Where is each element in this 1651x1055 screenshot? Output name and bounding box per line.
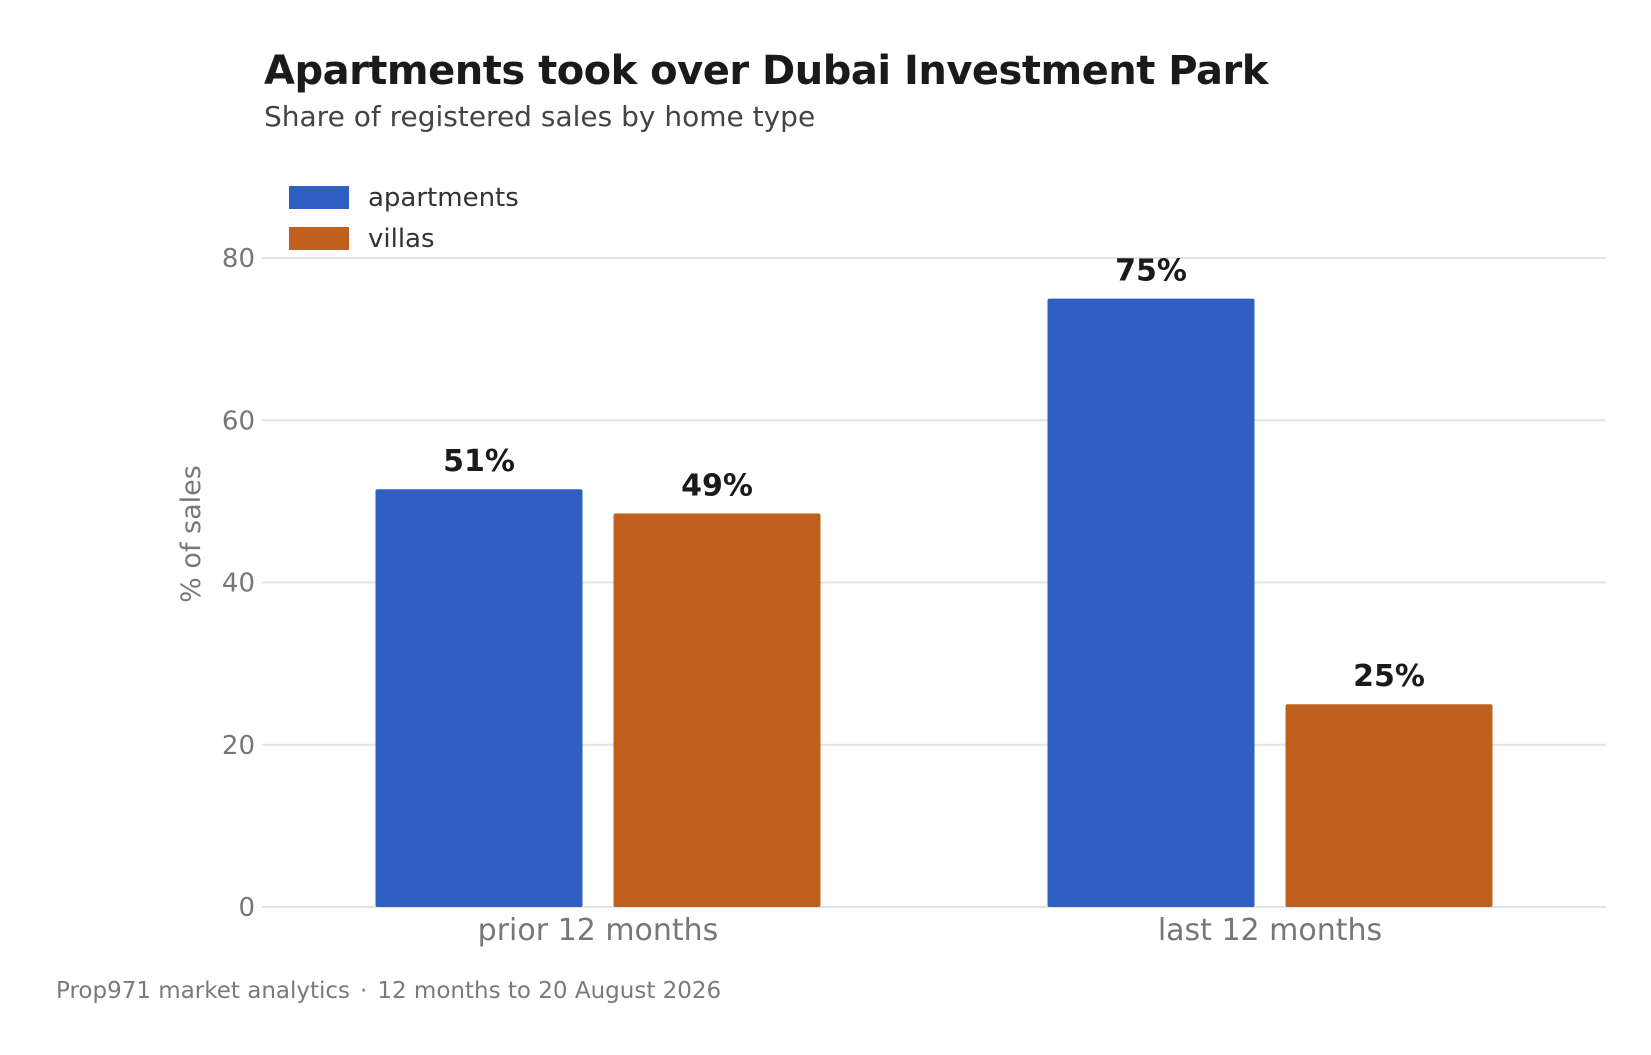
- data-label-villas-0: 49%: [681, 469, 753, 504]
- data-label-villas-1: 25%: [1353, 659, 1425, 694]
- footer-period: 12 months to 20 August 2026: [377, 978, 722, 1004]
- x-category-label-0: prior 12 months: [478, 913, 719, 948]
- chart-title: Apartments took over Dubai Investment Pa…: [264, 48, 1268, 94]
- footer: Prop971 market analytics · 12 months to 20…: [56, 978, 721, 1004]
- chart-subtitle: Share of registered sales by home type: [264, 100, 816, 133]
- legend-label-villas: villas: [368, 224, 435, 254]
- legend-swatch-apartments: [289, 186, 349, 209]
- bars: [375, 298, 1493, 907]
- legend-swatch-villas: [289, 227, 349, 250]
- y-tick-label-40: 40: [222, 569, 255, 599]
- y-tick-label-0: 0: [238, 893, 255, 923]
- bar-villas-1: [1285, 704, 1493, 907]
- footer-separator: ·: [360, 978, 368, 1004]
- y-tick-label-20: 20: [222, 731, 255, 761]
- bar-apartments-1: [1047, 298, 1255, 907]
- y-axis-ticks: 0 20 40 60 80: [222, 244, 255, 923]
- bar-apartments-0: [375, 489, 583, 907]
- data-label-apartments-1: 75%: [1115, 254, 1187, 289]
- legend: apartments villas: [289, 183, 519, 254]
- y-axis-label: % of sales: [176, 465, 207, 603]
- legend-label-apartments: apartments: [368, 183, 519, 213]
- x-axis-categories: prior 12 months last 12 months: [478, 913, 1383, 948]
- y-tick-label-80: 80: [222, 244, 255, 274]
- x-category-label-1: last 12 months: [1158, 913, 1382, 948]
- data-labels: 51% 49% 75% 25%: [443, 254, 1425, 695]
- footer-source: Prop971 market analytics: [56, 978, 351, 1004]
- data-label-apartments-0: 51%: [443, 444, 515, 479]
- bar-villas-0: [613, 513, 821, 907]
- y-tick-label-60: 60: [222, 406, 255, 436]
